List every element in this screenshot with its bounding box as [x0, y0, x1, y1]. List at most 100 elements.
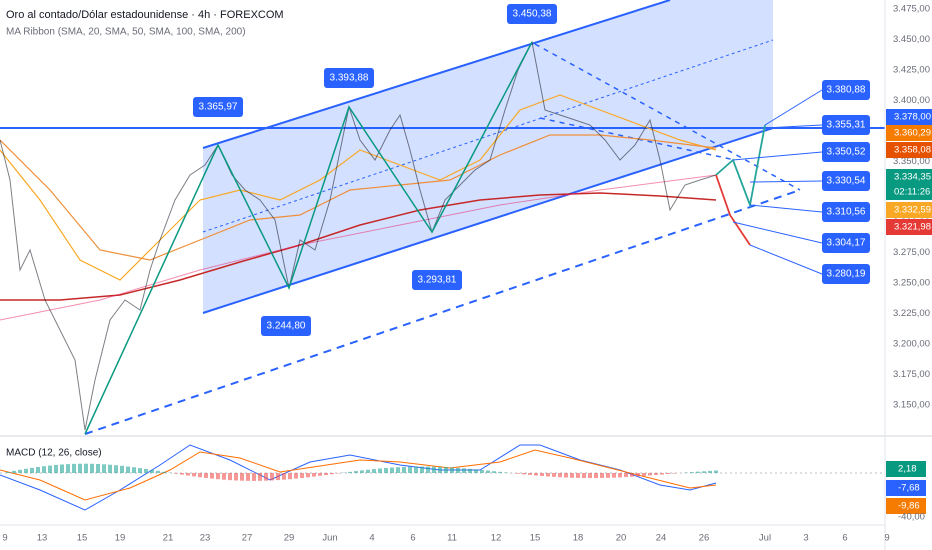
- macd-bar: [150, 469, 154, 473]
- swing-label: 3.293,81: [418, 275, 457, 286]
- macd-bar: [240, 473, 244, 481]
- macd-bar: [330, 473, 334, 475]
- price-tick-label: 3.275,00: [893, 247, 930, 258]
- target-label: 3.304,17: [827, 238, 866, 249]
- time-tick-label: 19: [115, 533, 126, 544]
- macd-bar: [42, 466, 46, 473]
- macd-bar: [24, 468, 28, 473]
- macd-bar: [552, 473, 556, 477]
- chart-title: Oro al contado/Dólar estadounidense · 4h…: [6, 9, 284, 21]
- target-connector: [749, 244, 823, 275]
- macd-bar: [120, 465, 124, 473]
- time-tick-label: 23: [200, 533, 211, 544]
- macd-bar: [222, 473, 226, 480]
- macd-bar: [54, 464, 58, 473]
- swing-label: 3.393,88: [330, 73, 369, 84]
- target-connector: [764, 89, 823, 126]
- channel-fill: [203, 0, 773, 313]
- macd-bar: [540, 473, 544, 476]
- macd-bar: [6, 471, 10, 473]
- macd-bar: [18, 469, 22, 473]
- macd-bar: [498, 471, 502, 473]
- macd-bar: [414, 466, 418, 473]
- target-label-box: [822, 142, 870, 162]
- macd-bar: [456, 467, 460, 473]
- macd-bar: [462, 468, 466, 473]
- macd-bar: [234, 473, 238, 481]
- price-tag: [886, 109, 932, 125]
- target-label: 3.355,31: [827, 120, 866, 131]
- macd-bar: [606, 473, 610, 478]
- macd-bar: [582, 473, 586, 479]
- macd-bar: [486, 470, 490, 473]
- target-label-box: [822, 171, 870, 191]
- macd-bar: [84, 463, 88, 473]
- price-tag-label: 3.358,08: [894, 145, 931, 156]
- time-tick-label: Jun: [322, 533, 337, 544]
- macd-bar: [432, 466, 436, 473]
- macd-bar: [36, 467, 40, 473]
- macd-bar: [480, 469, 484, 473]
- macd-bar: [198, 473, 202, 478]
- macd-tag-label: -7,68: [898, 483, 920, 494]
- macd-bar: [618, 473, 622, 478]
- macd-bar: [180, 473, 184, 475]
- target-label: 3.280,19: [827, 269, 866, 280]
- macd-bar: [348, 471, 352, 473]
- trend-down: [534, 43, 801, 191]
- macd-bar: [594, 473, 598, 479]
- swing-label-box: [324, 68, 374, 88]
- macd-bar: [696, 471, 700, 473]
- channel-upper: [202, 0, 671, 149]
- target-connector: [749, 204, 823, 213]
- time-tick-label: 15: [77, 533, 88, 544]
- macd-bar: [288, 473, 292, 480]
- macd-bar: [660, 473, 664, 475]
- indicator-label: MA Ribbon (SMA, 20, SMA, 50, SMA, 100, S…: [6, 27, 246, 38]
- macd-bar: [276, 473, 280, 481]
- macd-bar: [402, 466, 406, 473]
- macd-bar: [90, 463, 94, 473]
- price-tag-label: 3.378,00: [894, 112, 931, 123]
- macd-tag: [886, 461, 926, 477]
- macd-bar: [174, 473, 178, 474]
- macd-bar: [246, 473, 250, 481]
- macd-bar: [156, 470, 160, 473]
- macd-bar: [312, 473, 316, 477]
- price-tag: [886, 125, 932, 141]
- macd-bar: [270, 473, 274, 481]
- macd-bar: [630, 473, 634, 477]
- macd-bar: [642, 473, 646, 476]
- time-tick-label: 3: [803, 533, 808, 544]
- macd-bar: [528, 473, 532, 475]
- macd-bar: [366, 469, 370, 473]
- macd-bar: [132, 467, 136, 473]
- macd-bar: [306, 473, 310, 478]
- macd-label: MACD (12, 26, close): [6, 448, 102, 459]
- macd-bar: [708, 470, 712, 473]
- macd-bar: [300, 473, 304, 478]
- price-tick-label: 3.425,00: [893, 64, 930, 75]
- target-label: 3.350,52: [827, 147, 866, 158]
- macd-tag: [886, 480, 926, 496]
- macd-bar: [438, 466, 442, 473]
- macd-bar: [654, 473, 658, 476]
- target-label-box: [822, 233, 870, 253]
- target-label: 3.380,88: [827, 85, 866, 96]
- time-tick-label: 11: [447, 533, 457, 544]
- time-tick-label: 9: [2, 533, 7, 544]
- time-tick-label: 29: [284, 533, 295, 544]
- macd-bar: [408, 466, 412, 473]
- price-tick-label: 3.225,00: [893, 308, 930, 319]
- time-tick-label: 18: [573, 533, 584, 544]
- price-tag: [886, 184, 932, 200]
- price-path: [0, 40, 717, 431]
- macd-bar: [78, 463, 82, 473]
- macd-bar: [516, 473, 520, 474]
- macd-bar: [204, 473, 208, 478]
- price-tick-label: 3.200,00: [893, 339, 930, 350]
- macd-bar: [546, 473, 550, 477]
- price-tag-label: 3.321,98: [894, 222, 931, 233]
- price-tag-label: 02:11:26: [894, 187, 930, 198]
